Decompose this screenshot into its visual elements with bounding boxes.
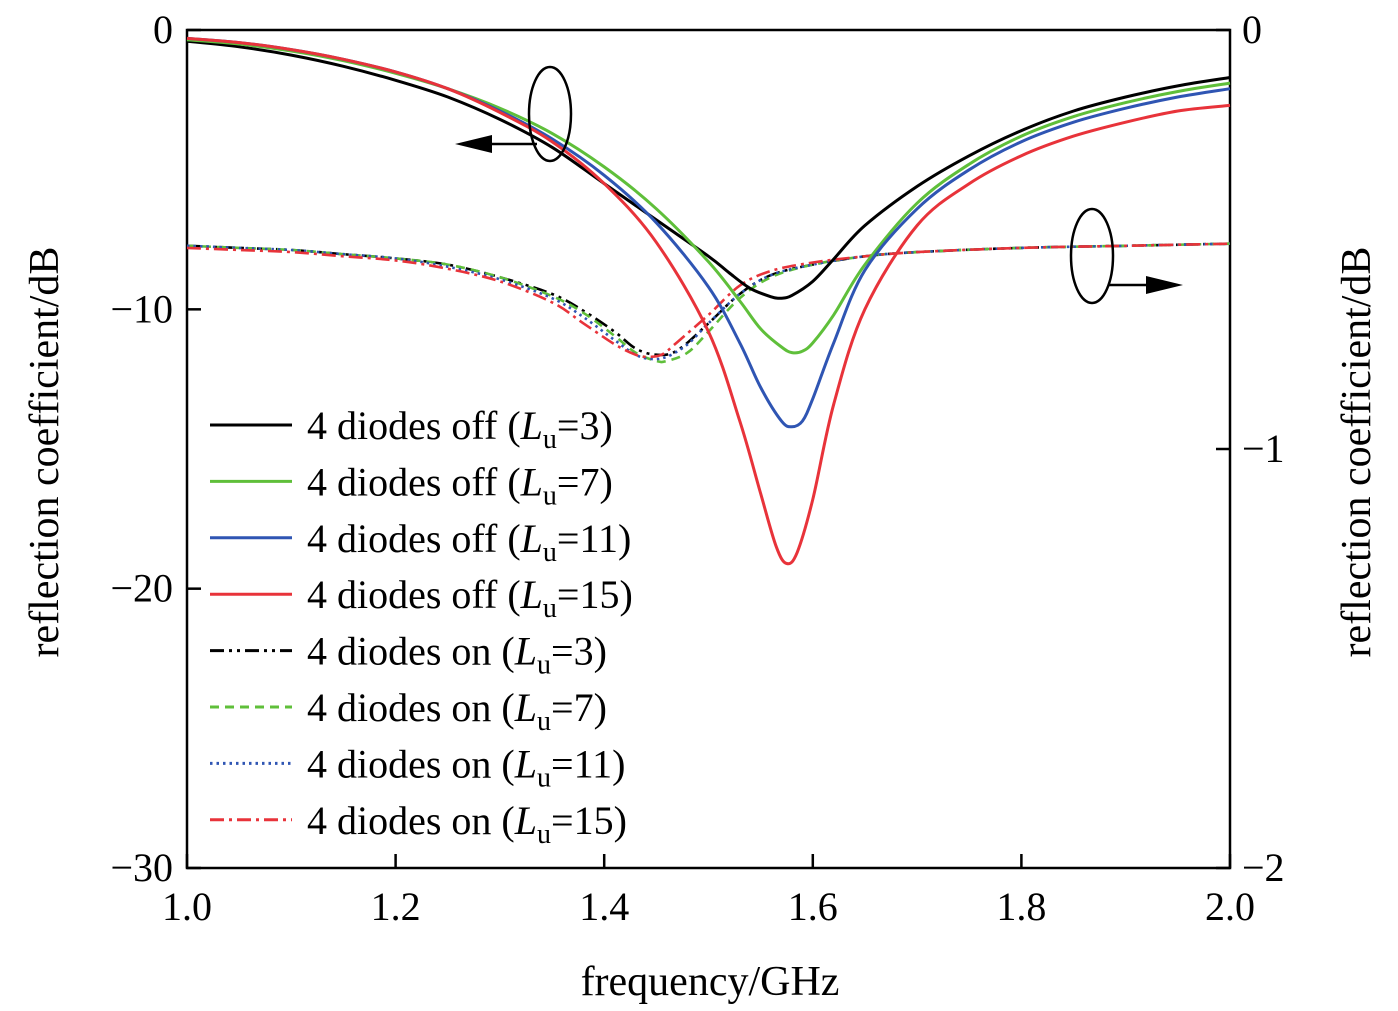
- legend-label-3: 4 diodes off (Lu=11): [307, 516, 631, 568]
- legend-label-2: 4 diodes off (Lu=7): [307, 459, 613, 511]
- legend-label-5: 4 diodes on (Lu=3): [307, 629, 607, 681]
- off-group-ellipse: [527, 65, 573, 163]
- y-left-tick-label: −10: [110, 286, 173, 331]
- y-left-tick-label: 0: [153, 7, 173, 52]
- y-right-tick-label: 0: [1242, 7, 1262, 52]
- y-axis-title-left: reflection coefficient/dB: [22, 247, 68, 658]
- series-line-7: [186, 242, 1231, 361]
- on-group-ellipse: [1069, 207, 1115, 305]
- series-line-1: [186, 39, 1231, 300]
- x-tick-label: 1.2: [371, 884, 421, 929]
- y-left-tick-label: −20: [110, 566, 173, 611]
- x-tick-label: 1.4: [579, 884, 629, 929]
- series-line-4: [186, 36, 1231, 566]
- annotations: [455, 65, 1183, 305]
- x-axis-title: frequency/GHz: [581, 959, 840, 1005]
- legend: 4 diodes off (Lu=3)4 diodes off (Lu=7)4 …: [210, 403, 633, 850]
- legend-label-4: 4 diodes off (Lu=15): [307, 572, 633, 624]
- x-tick-label: 2.0: [1205, 884, 1255, 929]
- series-line-2: [186, 38, 1231, 355]
- series-line-8: [186, 242, 1231, 359]
- x-tick-label: 1.0: [162, 884, 212, 929]
- right-arrow-head: [1146, 276, 1183, 294]
- legend-label-7: 4 diodes on (Lu=11): [307, 741, 625, 793]
- legend-label-6: 4 diodes on (Lu=7): [307, 685, 607, 737]
- y-right-tick-label: −2: [1242, 845, 1285, 890]
- series-layer: [186, 36, 1231, 566]
- y-left-tick-label: −30: [110, 845, 173, 890]
- legend-label-1: 4 diodes off (Lu=3): [307, 403, 613, 455]
- series-line-5: [186, 242, 1231, 357]
- left-arrow-head: [455, 135, 492, 153]
- legend-label-8: 4 diodes on (Lu=15): [307, 798, 627, 850]
- x-tick-label: 1.8: [996, 884, 1046, 929]
- x-tick-label: 1.6: [788, 884, 838, 929]
- y-right-tick-label: −1: [1242, 426, 1285, 471]
- ticks-layer: 1.0 1.2 1.4 1.6 1.8 2.0 0 −10 −20 −30 0 −1 −2: [110, 7, 1284, 929]
- y-axis-title-right: reflection coefficient/dB: [1334, 247, 1380, 658]
